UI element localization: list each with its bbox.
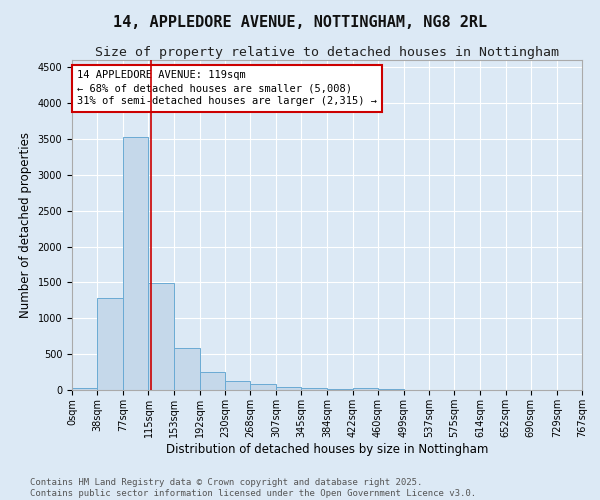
Bar xyxy=(174,348,200,390)
Bar xyxy=(353,388,378,390)
Bar xyxy=(97,298,123,390)
Bar xyxy=(301,388,328,390)
X-axis label: Distribution of detached houses by size in Nottingham: Distribution of detached houses by size … xyxy=(166,442,488,456)
Bar xyxy=(225,382,250,390)
Text: 14 APPLEDORE AVENUE: 119sqm
← 68% of detached houses are smaller (5,008)
31% of : 14 APPLEDORE AVENUE: 119sqm ← 68% of det… xyxy=(77,70,377,106)
Bar xyxy=(276,387,301,390)
Bar xyxy=(123,138,148,390)
Bar xyxy=(200,372,225,390)
Y-axis label: Number of detached properties: Number of detached properties xyxy=(19,132,32,318)
Title: Size of property relative to detached houses in Nottingham: Size of property relative to detached ho… xyxy=(95,46,559,59)
Bar xyxy=(148,283,174,390)
Text: 14, APPLEDORE AVENUE, NOTTINGHAM, NG8 2RL: 14, APPLEDORE AVENUE, NOTTINGHAM, NG8 2R… xyxy=(113,15,487,30)
Text: Contains HM Land Registry data © Crown copyright and database right 2025.
Contai: Contains HM Land Registry data © Crown c… xyxy=(30,478,476,498)
Bar xyxy=(328,388,353,390)
Bar xyxy=(250,384,276,390)
Bar xyxy=(72,388,97,390)
